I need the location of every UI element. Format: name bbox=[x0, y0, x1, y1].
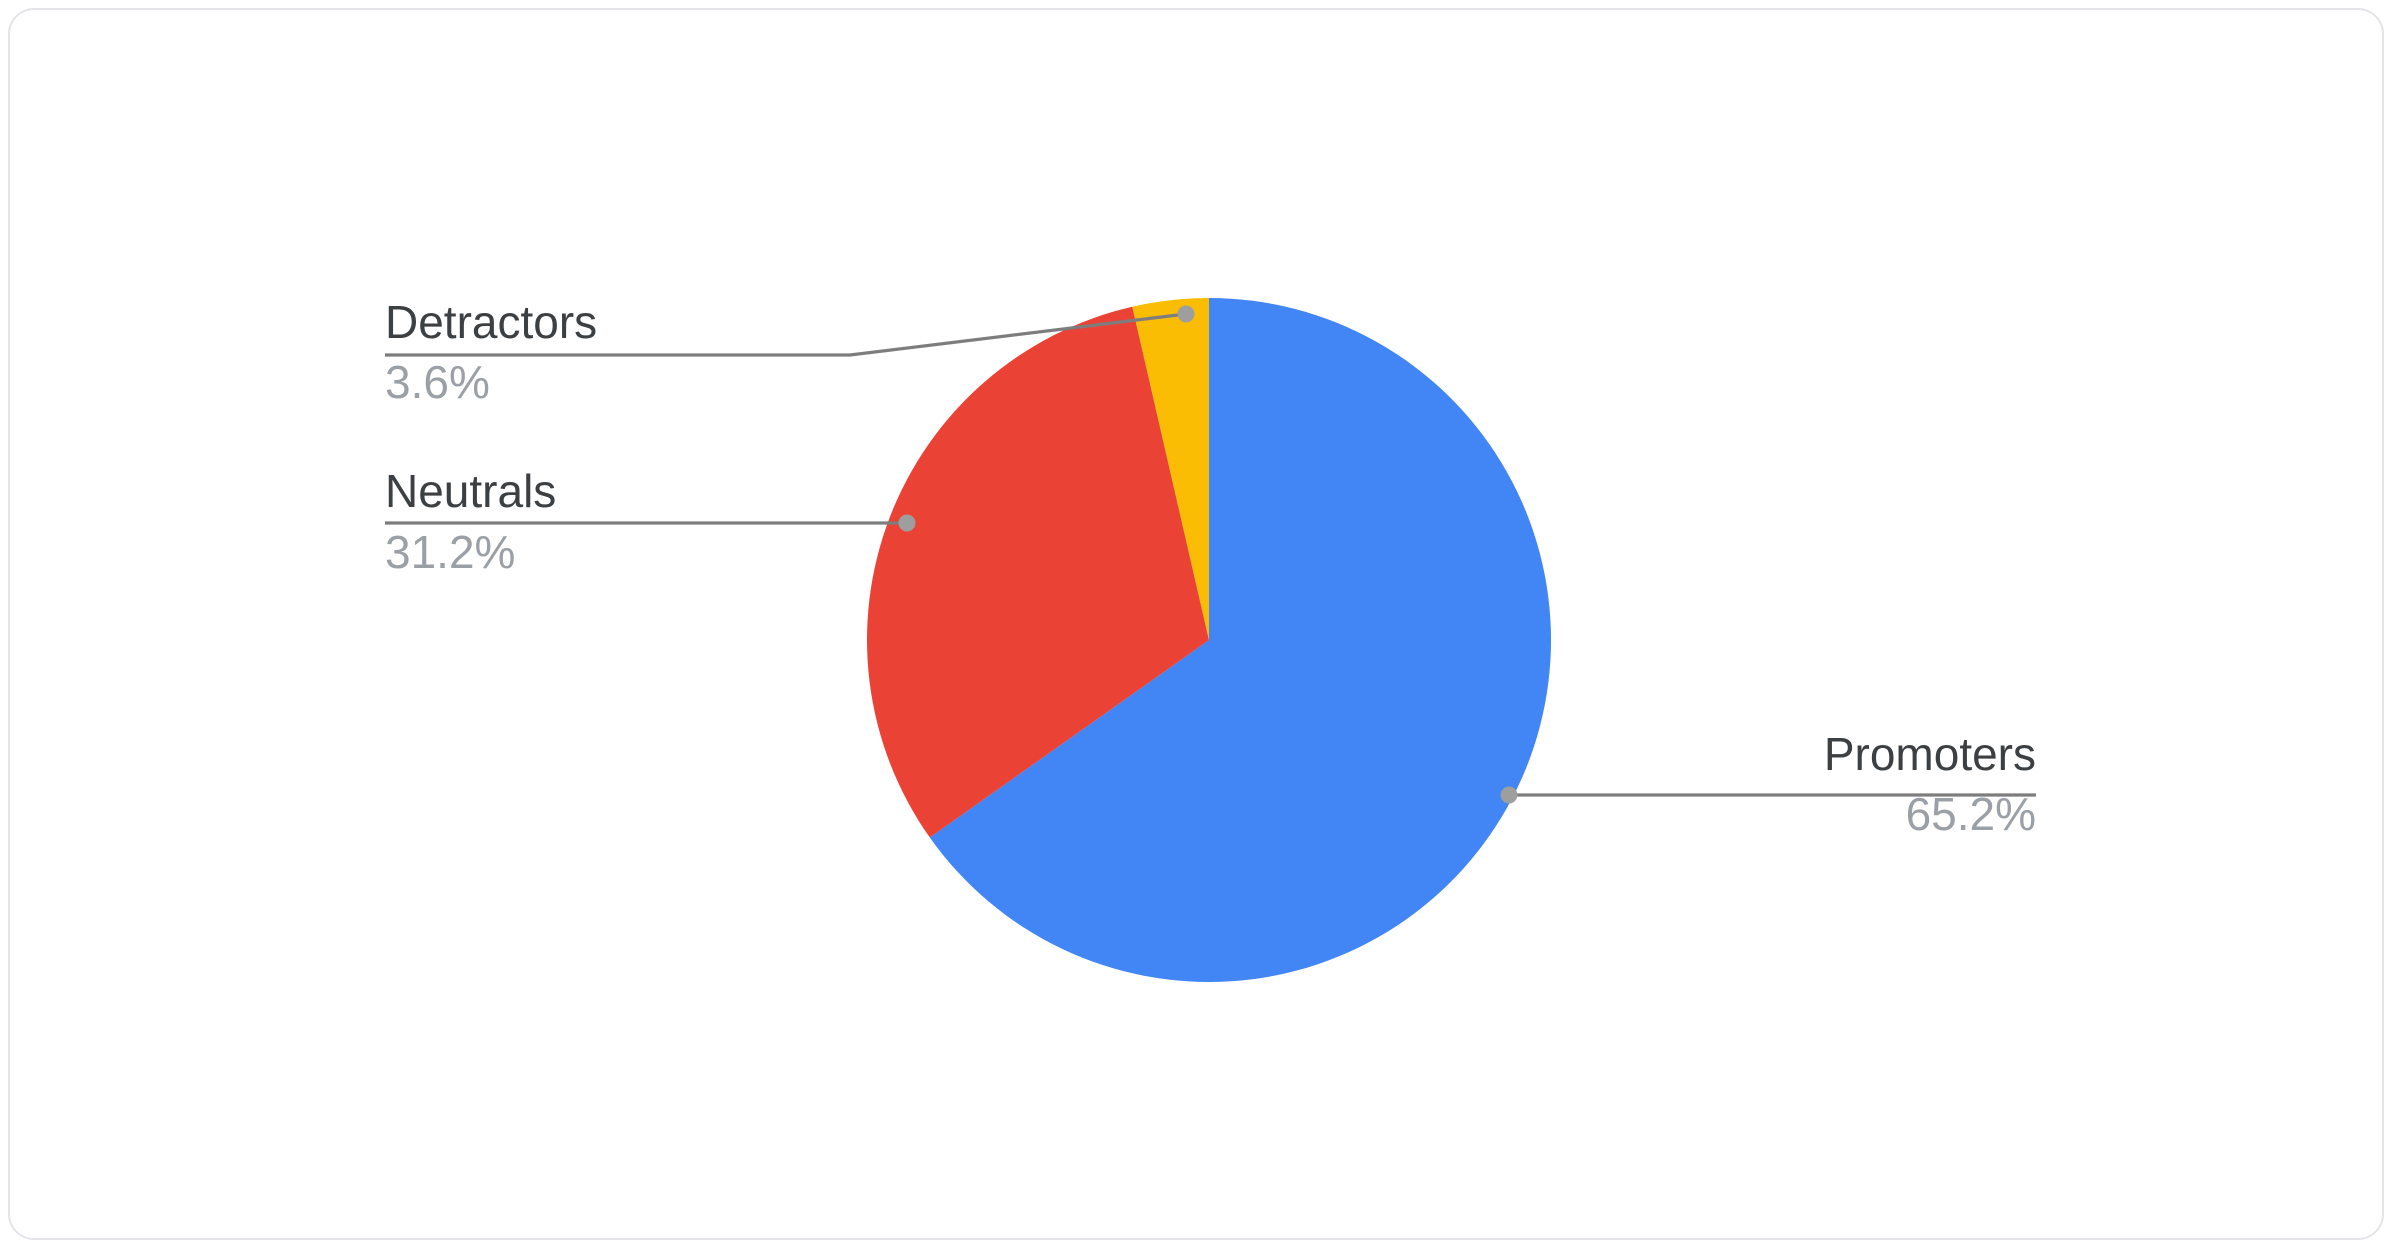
slice-label-name-promoters: Promoters bbox=[1824, 728, 2036, 780]
leader-lines bbox=[385, 312, 2036, 797]
slice-labels: Promoters 65.2% Neutrals 31.2% Detractor… bbox=[385, 296, 2036, 840]
slice-label-value-neutrals: 31.2% bbox=[385, 526, 515, 578]
pie-slice-promoters[interactable] bbox=[929, 298, 1551, 982]
slice-label-name-detractors: Detractors bbox=[385, 296, 597, 348]
pie-slice-detractors[interactable] bbox=[1132, 298, 1209, 640]
slice-label-value-promoters: 65.2% bbox=[1906, 788, 2036, 840]
leader-dot-detractors bbox=[1177, 305, 1195, 323]
slice-label-name-neutrals: Neutrals bbox=[385, 465, 556, 517]
pie-slice-neutrals[interactable] bbox=[866, 306, 1209, 838]
leader-dot-promoters bbox=[1500, 786, 1518, 804]
pie-slices bbox=[866, 298, 1551, 982]
slice-label-value-detractors: 3.6% bbox=[385, 356, 490, 408]
chart-card: Promoters 65.2% Neutrals 31.2% Detractor… bbox=[8, 8, 2384, 1240]
leader-dots bbox=[898, 305, 1518, 804]
leader-dot-neutrals bbox=[898, 514, 916, 532]
pie-chart[interactable]: Promoters 65.2% Neutrals 31.2% Detractor… bbox=[10, 10, 2384, 1240]
leader-line-detractors bbox=[385, 312, 1187, 357]
